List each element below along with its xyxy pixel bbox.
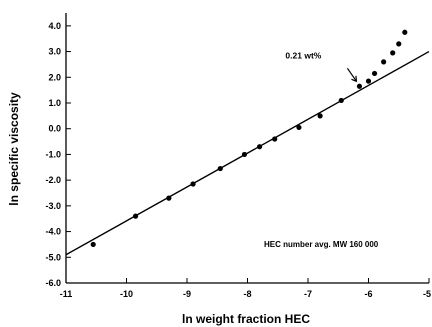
- data-points: [90, 29, 408, 248]
- data-point: [217, 165, 223, 172]
- y-tick-label: -1.0: [45, 149, 61, 159]
- data-point: [257, 144, 263, 150]
- annotation-label: 0.21 wt%: [285, 50, 321, 60]
- y-tick-label: 4.0: [48, 21, 61, 31]
- data-point: [356, 83, 363, 89]
- annotations: 0.21 wt%: [285, 50, 358, 83]
- data-point: [190, 181, 196, 187]
- y-ticks: 4.0 3.0 2.0 1.0 0.0 -1.0 -2.0 -3.0 -4.0 -5.0 -6.0: [45, 21, 71, 288]
- y-tick-label: 1.0: [48, 98, 61, 108]
- x-tick-label: -6: [364, 289, 372, 299]
- annotation-arrow: [346, 67, 357, 82]
- annotation-arrowhead: [351, 75, 358, 83]
- chart-note: HEC number avg. MW 160 000: [264, 240, 379, 249]
- x-tick-label: -10: [120, 289, 133, 299]
- fit-line: [65, 50, 430, 256]
- data-point: [338, 97, 344, 104]
- y-tick-label: -5.0: [45, 252, 61, 262]
- x-ticks: -11 -10 -9 -8 -7 -6 -5: [60, 278, 431, 299]
- data-point: [272, 136, 278, 142]
- y-tick-label: -4.0: [45, 227, 61, 237]
- data-point: [365, 78, 372, 84]
- data-point: [317, 113, 323, 119]
- y-axis-title: ln specific viscosity: [7, 92, 21, 206]
- data-point: [390, 50, 396, 56]
- x-tick-label: -5: [423, 289, 431, 299]
- y-tick-label: 2.0: [48, 72, 61, 82]
- data-point: [296, 124, 302, 131]
- x-tick-label: -7: [304, 289, 312, 299]
- data-point: [381, 59, 387, 65]
- x-tick-label: -11: [60, 289, 73, 299]
- data-point: [371, 70, 378, 77]
- y-tick-label: -2.0: [45, 175, 61, 185]
- y-tick-label: -6.0: [45, 278, 61, 288]
- x-axis-title: ln weight fraction HEC: [182, 312, 310, 326]
- y-tick-label: 3.0: [48, 47, 61, 57]
- data-point: [166, 195, 172, 201]
- data-point: [402, 29, 408, 35]
- regression-line: [65, 50, 430, 256]
- data-point: [396, 41, 402, 47]
- y-tick-label: -3.0: [45, 201, 61, 211]
- data-point: [90, 241, 96, 248]
- data-point: [132, 213, 139, 219]
- data-point: [241, 151, 248, 158]
- y-tick-label: 0.0: [48, 124, 61, 134]
- x-tick-label: -9: [183, 289, 191, 299]
- x-tick-label: -8: [243, 289, 251, 299]
